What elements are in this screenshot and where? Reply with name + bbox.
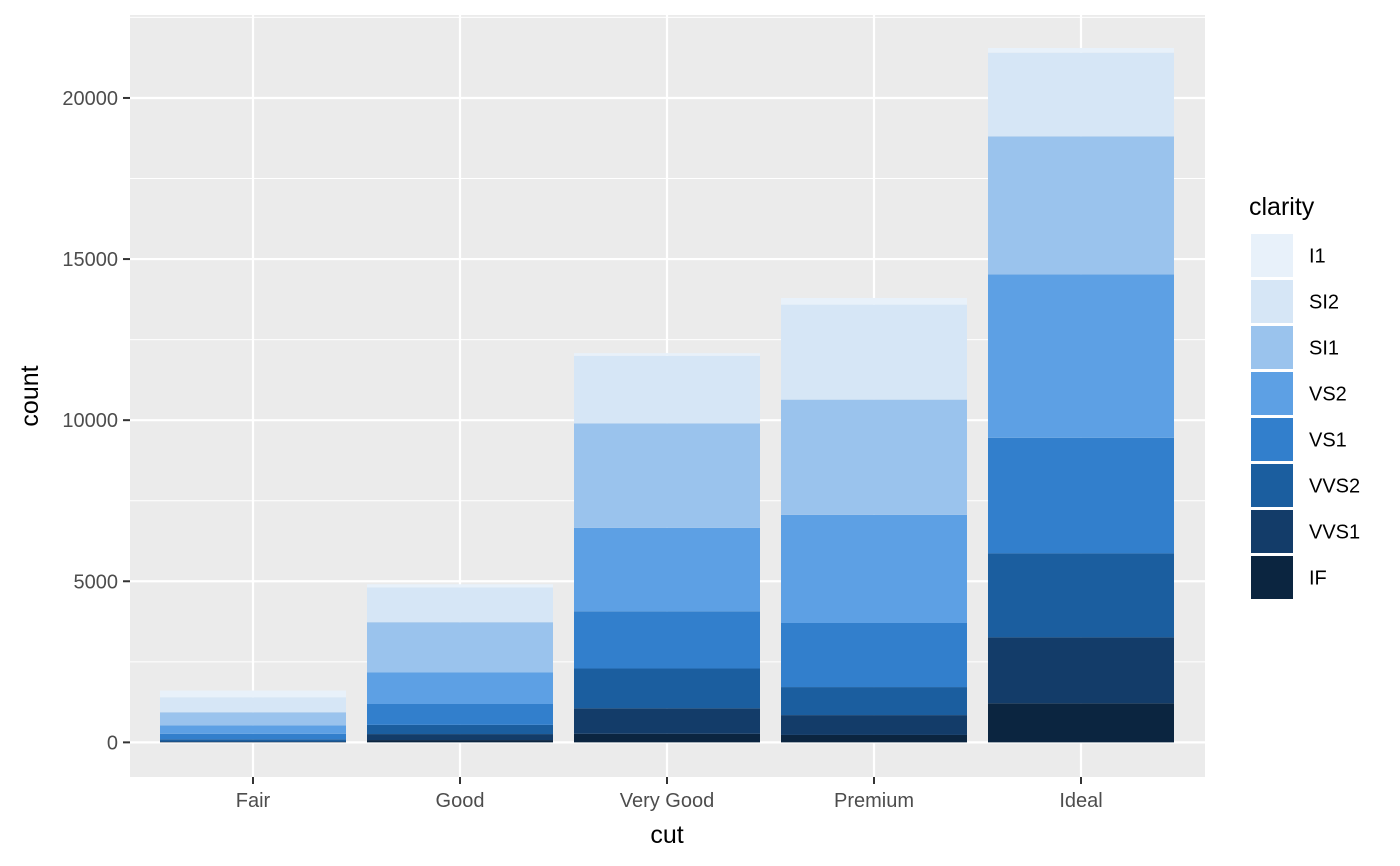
legend-label-si1: SI1 — [1309, 338, 1339, 360]
bar-segment-si2-good — [367, 587, 553, 623]
bar-segment-si1-very-good — [574, 423, 760, 528]
bar-segment-si2-ideal — [988, 52, 1174, 137]
y-tick-label: 0 — [107, 732, 118, 754]
bar-segment-if-premium — [781, 734, 967, 743]
bar-segment-i1-ideal — [988, 47, 1174, 53]
bar-segment-i1-good — [367, 584, 553, 588]
y-axis-title: count — [16, 365, 44, 426]
bar-segment-vvs1-ideal — [988, 637, 1174, 704]
bar-segment-vvs1-good — [367, 734, 553, 741]
bar-segment-vvs2-good — [367, 724, 553, 735]
bar-segment-vs2-premium — [781, 514, 967, 623]
bar-segment-i1-fair — [160, 690, 346, 698]
bar-segment-vvs1-premium — [781, 715, 967, 735]
bar-segment-vvs2-ideal — [988, 553, 1174, 638]
x-tick-label: Fair — [236, 790, 271, 812]
x-tick-label: Very Good — [620, 790, 715, 812]
legend-key-vvs2 — [1251, 464, 1293, 507]
legend-key-if — [1251, 556, 1293, 599]
bar-segment-vs2-good — [367, 672, 553, 704]
legend-label-vs2: VS2 — [1309, 384, 1347, 406]
bar-segment-si1-good — [367, 622, 553, 673]
legend-label-if: IF — [1309, 568, 1327, 590]
bar-segment-si1-ideal — [988, 136, 1174, 275]
bar-segment-vs1-ideal — [988, 437, 1174, 554]
x-axis: Fair Good Very Good Premium Ideal — [236, 777, 1103, 812]
x-axis-title: cut — [650, 821, 683, 849]
legend-title: clarity — [1249, 193, 1315, 221]
y-tick-label: 5000 — [74, 571, 119, 593]
legend-label-vvs2: VVS2 — [1309, 476, 1360, 498]
bars — [160, 47, 1174, 743]
legend-key-si2 — [1251, 280, 1293, 323]
bar-segment-vs1-premium — [781, 622, 967, 688]
bar-segment-vs2-ideal — [988, 274, 1174, 438]
bar-segment-i1-premium — [781, 298, 967, 305]
legend-label-vvs1: VVS1 — [1309, 522, 1360, 544]
bar-segment-si2-premium — [781, 304, 967, 400]
legend-label-si2: SI2 — [1309, 292, 1339, 314]
bar-segment-vvs2-premium — [781, 687, 967, 716]
bar-segment-vvs2-fair — [160, 739, 346, 742]
x-tick-label: Ideal — [1059, 790, 1102, 812]
bar-segment-vvs2-very-good — [574, 668, 760, 709]
bar-segment-if-good — [367, 740, 553, 743]
bar-segment-vs1-fair — [160, 733, 346, 740]
legend-key-i1 — [1251, 234, 1293, 277]
bar-segment-if-very-good — [574, 733, 760, 743]
bar-segment-vs2-fair — [160, 725, 346, 734]
y-tick-label: 20000 — [62, 88, 118, 110]
bar-segment-vs1-very-good — [574, 611, 760, 669]
bar-segment-if-ideal — [988, 703, 1174, 743]
bar-segment-vvs1-very-good — [574, 708, 760, 734]
legend-key-vvs1 — [1251, 510, 1293, 553]
y-axis: 0 5000 10000 15000 20000 — [62, 88, 130, 754]
legend-key-si1 — [1251, 326, 1293, 369]
y-tick-label: 15000 — [62, 249, 118, 271]
bar-segment-si1-premium — [781, 399, 967, 515]
bar-segment-i1-very-good — [574, 353, 760, 356]
bar-segment-si1-fair — [160, 712, 346, 726]
x-tick-label: Good — [436, 790, 485, 812]
legend-label-i1: I1 — [1309, 246, 1326, 268]
x-tick-label: Premium — [834, 790, 914, 812]
legend-key-vs2 — [1251, 372, 1293, 415]
bar-segment-vvs1-fair — [160, 741, 346, 743]
bar-segment-vs1-good — [367, 703, 553, 725]
y-tick-label: 10000 — [62, 410, 118, 432]
legend-label-vs1: VS1 — [1309, 430, 1347, 452]
bar-segment-vs2-very-good — [574, 527, 760, 612]
bar-segment-si2-very-good — [574, 355, 760, 424]
legend: clarity I1 SI2 SI1 VS2 VS1 VVS2 VVS1 IF — [1249, 193, 1360, 599]
bar-segment-si2-fair — [160, 697, 346, 713]
legend-key-vs1 — [1251, 418, 1293, 461]
